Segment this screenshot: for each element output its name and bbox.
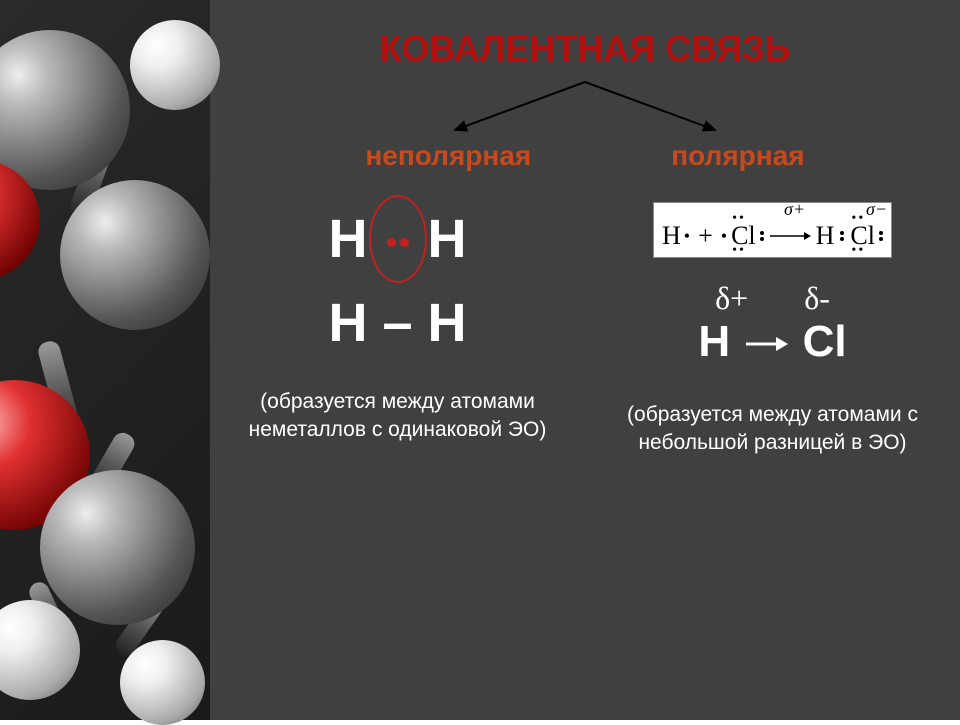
sigma-plus: σ+: [784, 199, 805, 220]
delta-labels: δ+ δ-: [595, 280, 950, 317]
hcl-lewis-reaction: σ+ σ− H • + • •• Cl ••: [653, 202, 892, 258]
molecule-atom-white: [130, 20, 220, 110]
delta-plus: δ+: [715, 280, 748, 317]
branch-labels: неполярная полярная: [210, 140, 960, 172]
polarity-arrow-icon: [744, 334, 788, 354]
col-nonpolar: H H H – H (образуется между атомами неме…: [210, 202, 585, 458]
react-h: H: [662, 221, 681, 251]
molecule-atom-gray: [40, 470, 195, 625]
col-polar: σ+ σ− H • + • •• Cl ••: [585, 202, 960, 458]
slide-title: КОВАЛЕНТНАЯ СВЯЗЬ: [210, 28, 960, 70]
desc-nonpolar: (образуется между атомами неметаллов с о…: [220, 388, 575, 445]
molecule-atom-white: [120, 640, 205, 725]
hcl-cl: Cl: [803, 317, 847, 366]
columns: H H H – H (образуется между атомами неме…: [210, 202, 960, 458]
slide-content: КОВАЛЕНТНАЯ СВЯЗЬ неполярная полярная H …: [210, 0, 960, 720]
lewis-h-left: H: [328, 209, 367, 269]
reaction-arrow-icon: [768, 228, 812, 244]
hcl-formula: H Cl: [595, 317, 950, 367]
shared-pair-ellipse: [369, 195, 427, 283]
molecule-atom-gray: [0, 30, 130, 190]
prod-h: H: [816, 221, 835, 251]
branch-right: полярная: [671, 140, 804, 172]
left-photo-strip: [0, 0, 210, 720]
line-formula-h2: H – H: [220, 292, 575, 354]
molecule-atom-gray: [60, 180, 210, 330]
desc-polar: (образуется между атомами с небольшой ра…: [595, 401, 950, 458]
lewis-h2: H H: [328, 208, 466, 270]
lewis-h-right: H: [428, 209, 467, 269]
plus-sign: +: [698, 221, 713, 251]
sigma-minus: σ−: [866, 199, 887, 220]
branch-arrows: [395, 78, 775, 138]
delta-minus: δ-: [804, 280, 830, 317]
branch-left: неполярная: [365, 140, 531, 172]
molecule-atom-white: [0, 600, 80, 700]
hcl-h: H: [698, 317, 730, 366]
